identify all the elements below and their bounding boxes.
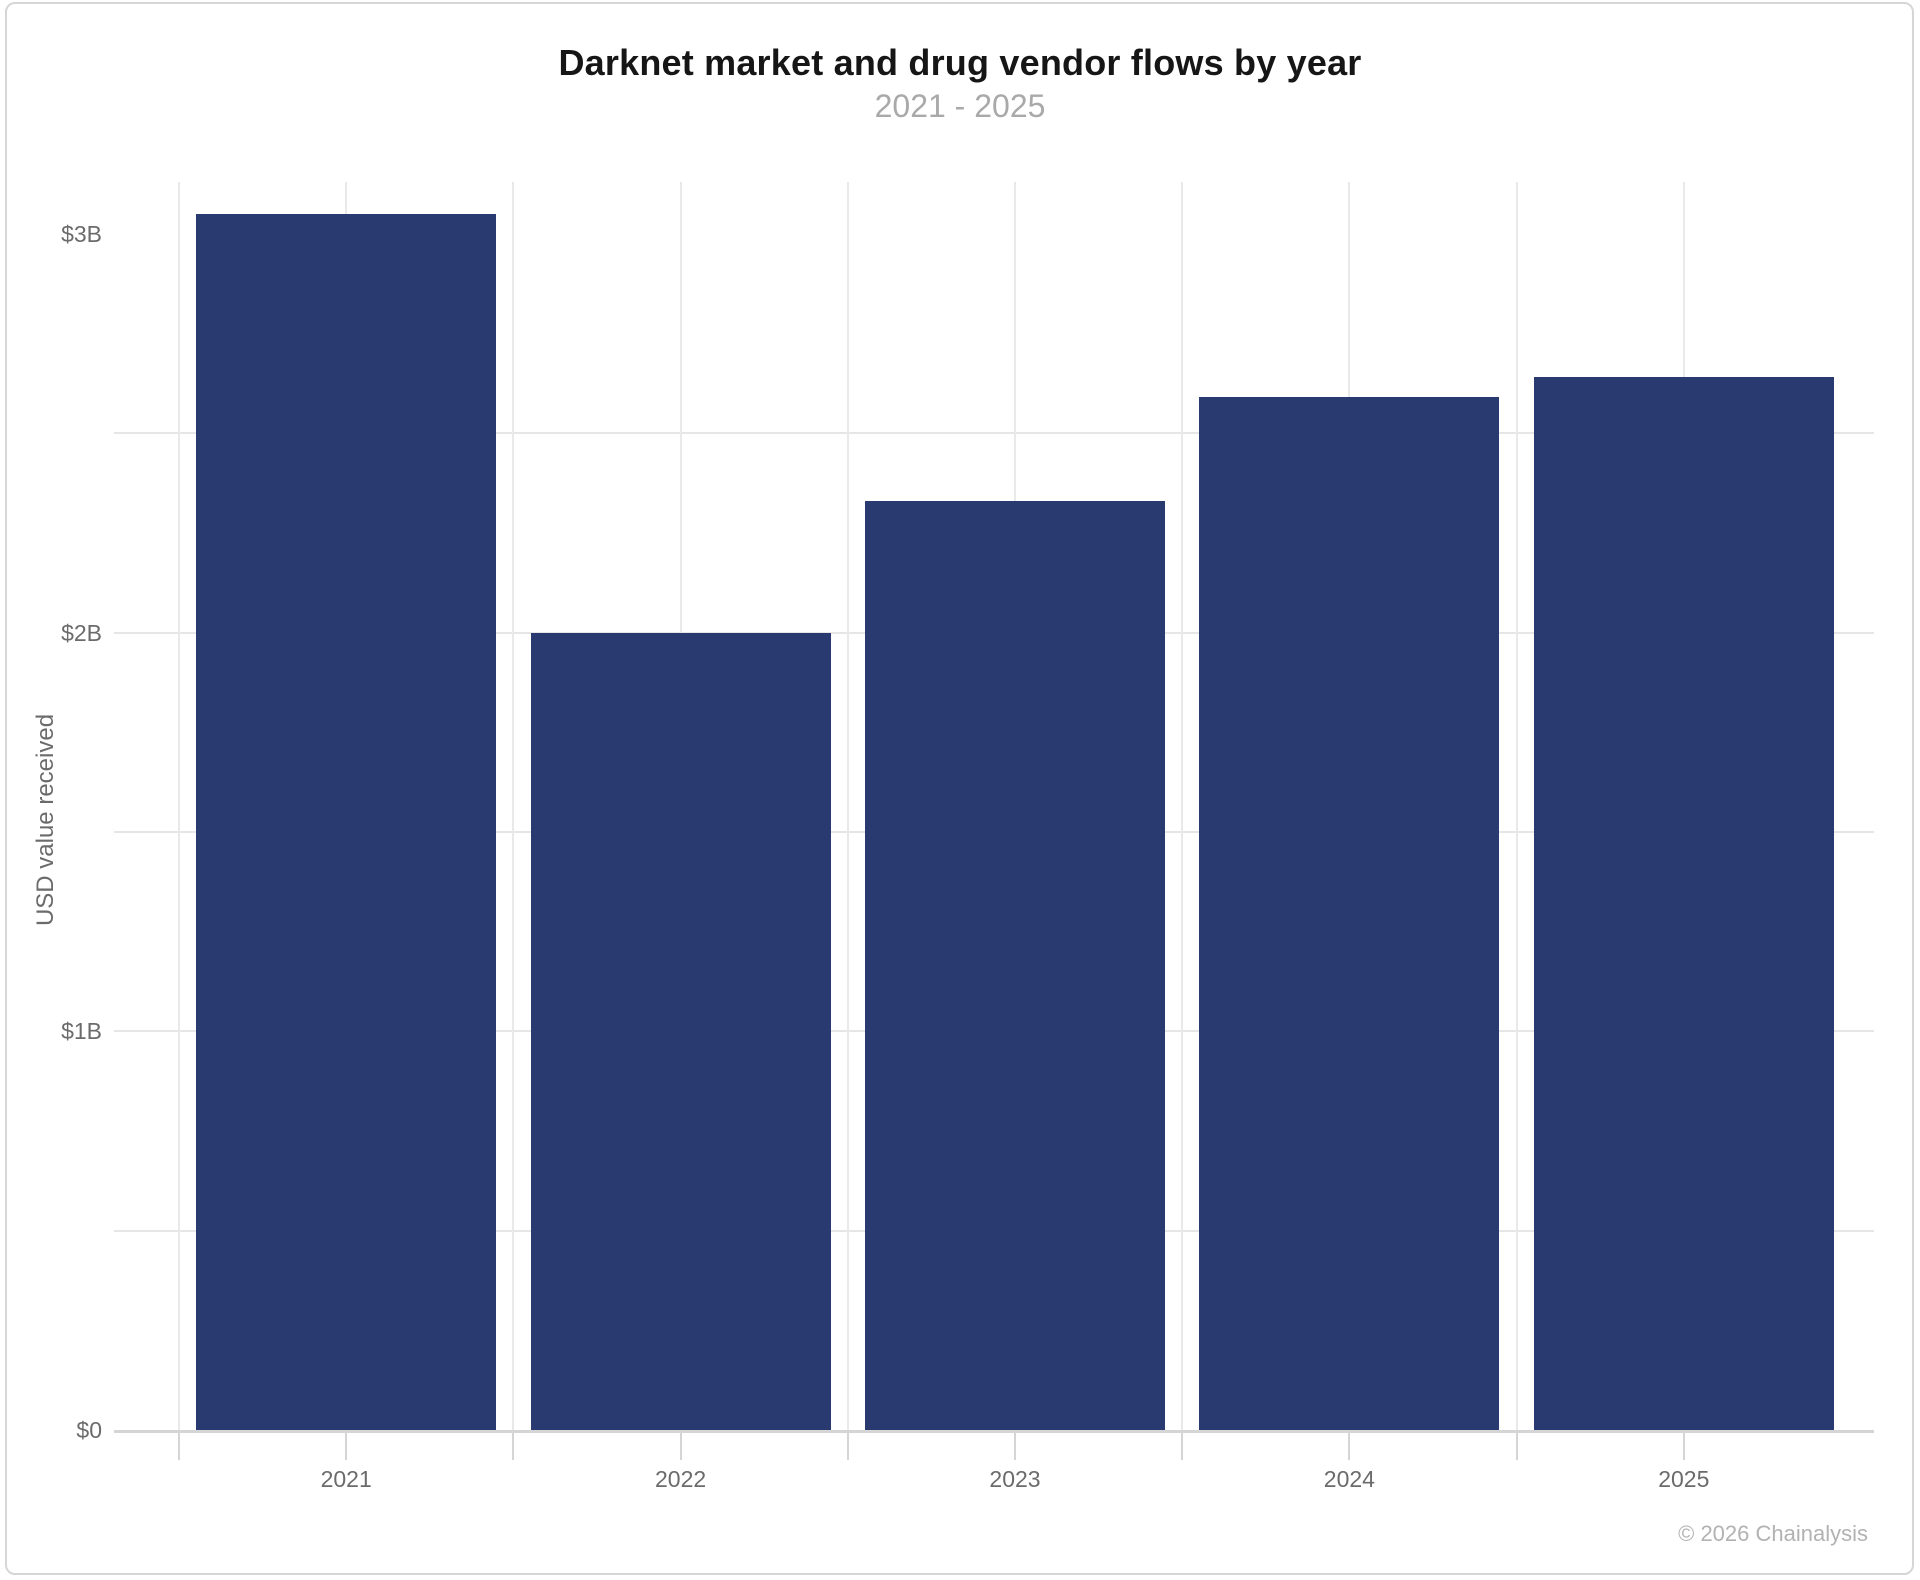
x-axis-tick [1181, 1430, 1184, 1460]
x-axis-line [114, 1430, 1874, 1433]
x-gridline [1515, 182, 1518, 1430]
x-axis-tick [178, 1430, 180, 1460]
y-tick-label-1B: $1B [61, 1018, 102, 1045]
x-axis-tick [512, 1430, 515, 1460]
x-axis-tick [1014, 1430, 1016, 1460]
x-gridline [512, 182, 515, 1430]
x-tick-label-2024: 2024 [1323, 1466, 1375, 1492]
chart-title: Darknet market and drug vendor flows by … [558, 42, 1362, 83]
y-tick-label-3B: $3B [61, 220, 102, 247]
x-gridline [1181, 182, 1184, 1430]
x-axis-tick [1515, 1430, 1518, 1460]
y-axis-title: USD value received [32, 713, 59, 927]
bar-2021[interactable] [196, 213, 497, 1430]
x-tick-label-2021: 2021 [320, 1466, 372, 1492]
x-gridline [178, 182, 180, 1430]
y-gridline [114, 432, 1874, 435]
x-axis-tick [345, 1430, 348, 1460]
y-tick-label-0: $0 [76, 1417, 102, 1443]
bar-2023[interactable] [865, 500, 1165, 1430]
bar-2024[interactable] [1199, 397, 1500, 1430]
x-axis-tick [1682, 1430, 1685, 1460]
x-axis-tick [679, 1430, 682, 1460]
x-axis-tick [1348, 1430, 1351, 1460]
x-tick-label-2022: 2022 [655, 1466, 707, 1492]
y-tick-label-2B: $2B [61, 619, 102, 646]
x-tick-label-2023: 2023 [989, 1466, 1041, 1492]
chart-subtitle: 2021 - 2025 [874, 88, 1046, 124]
bar-2022[interactable] [530, 632, 831, 1430]
bar-2025[interactable] [1533, 377, 1834, 1430]
x-gridline [846, 182, 849, 1430]
copyright-credit: © 2026 Chainalysis [1678, 1521, 1868, 1546]
x-axis-tick [846, 1430, 849, 1460]
x-tick-label-2025: 2025 [1658, 1466, 1710, 1492]
